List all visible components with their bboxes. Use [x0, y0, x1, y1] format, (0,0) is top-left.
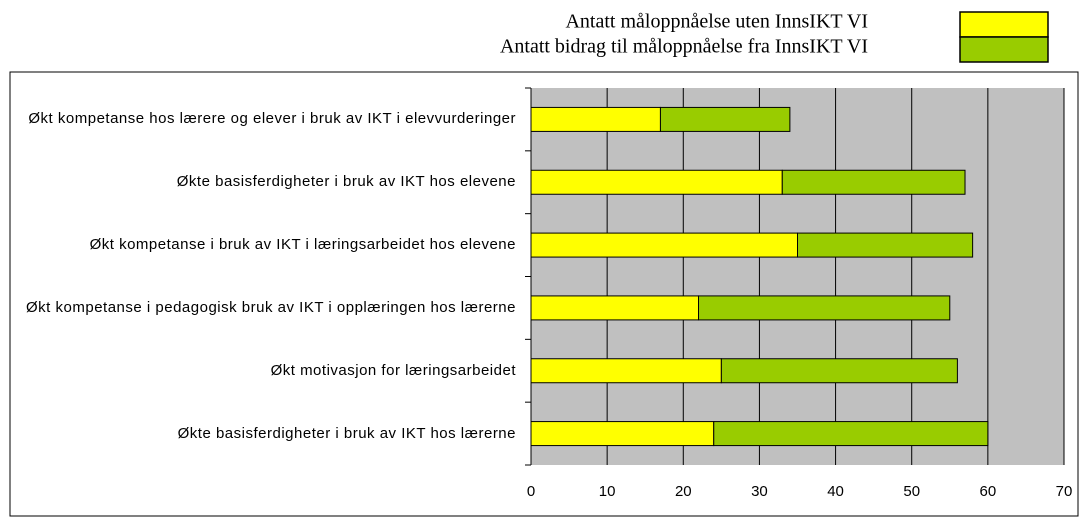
x-tick-label: 20 — [675, 483, 692, 500]
x-tick-label: 70 — [1056, 483, 1073, 500]
legend-swatch — [959, 36, 1049, 63]
y-tick-label-text: Økt kompetanse i bruk av IKT i læringsar… — [89, 236, 516, 254]
y-tick-label-text: Økte basisferdigheter i bruk av IKT hos … — [176, 173, 516, 191]
y-tick-label-text: Økt motivasjon for læringsarbeidet — [270, 361, 516, 379]
y-tick-label: Økt motivasjon for læringsarbeidet — [16, 360, 516, 382]
y-tick-label-text: Økt kompetanse hos lærere og elever i br… — [28, 110, 516, 128]
x-tick-label: 0 — [527, 483, 535, 500]
bar — [530, 295, 700, 321]
y-tick-label: Økt kompetanse i bruk av IKT i læringsar… — [16, 234, 516, 256]
legend-label: Antatt bidrag til måloppnåelse fra InnsI… — [500, 36, 868, 58]
legend-swatch — [959, 11, 1049, 38]
x-tick-label: 30 — [751, 483, 768, 500]
bar — [530, 169, 783, 195]
y-tick-label: Økt kompetanse i pedagogisk bruk av IKT … — [16, 297, 516, 319]
bar — [530, 421, 715, 447]
bar — [698, 295, 951, 321]
x-tick-label: 40 — [827, 483, 844, 500]
bar — [530, 232, 798, 258]
plot-area — [531, 88, 1064, 465]
bar — [797, 232, 974, 258]
x-tick-label: 60 — [980, 483, 997, 500]
y-tick-label: Økt kompetanse hos lærere og elever i br… — [16, 108, 516, 130]
x-tick-label: 10 — [599, 483, 616, 500]
bar — [530, 358, 722, 384]
chart-frame — [9, 71, 1079, 517]
legend-label: Antatt måloppnåelse uten InnsIKT VI — [565, 11, 868, 33]
y-tick-label-text: Økt kompetanse i pedagogisk bruk av IKT … — [26, 298, 516, 316]
bar — [720, 358, 958, 384]
y-tick-label: Økte basisferdigheter i bruk av IKT hos … — [16, 423, 516, 445]
y-tick-label-text: Økte basisferdigheter i bruk av IKT hos … — [177, 424, 516, 442]
bar — [530, 106, 661, 132]
x-tick-label: 50 — [903, 483, 920, 500]
bar — [781, 169, 966, 195]
bar — [659, 106, 791, 132]
bar — [713, 421, 989, 447]
y-tick-label: Økte basisferdigheter i bruk av IKT hos … — [16, 171, 516, 193]
